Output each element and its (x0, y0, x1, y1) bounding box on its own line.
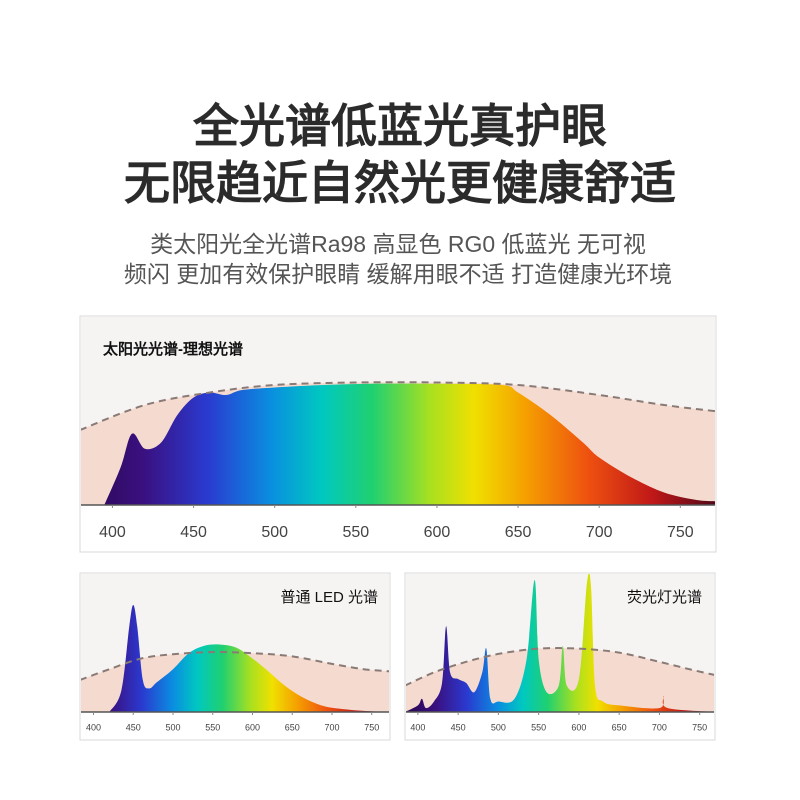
x-tick-label: 650 (285, 722, 300, 732)
reference-line (406, 647, 714, 687)
subtitle: 频闪 更加有效保护眼睛 缓解用眼不适 打造健康光环境 (124, 261, 672, 287)
x-tick-label: 700 (586, 524, 613, 541)
chart: 400 450 500 550 600 650 700 750 荧光灯光谱 (404, 572, 716, 741)
x-tick-label: 400 (99, 524, 126, 541)
x-tick-label: 550 (205, 722, 220, 732)
chart: 400 450 500 550 600 650 700 750 普通 LED 光谱 (79, 572, 391, 741)
reference-line (81, 651, 389, 681)
x-tick-label: 500 (261, 524, 288, 541)
x-tick-label: 550 (342, 524, 369, 541)
x-tick-label: 600 (424, 524, 451, 541)
x-tick-label: 650 (505, 524, 532, 541)
x-tick-label: 750 (667, 524, 694, 541)
subtitle: 类太阳光全光谱Ra98 高显色 RG0 低蓝光 无可视 (150, 231, 646, 257)
x-tick-label: 450 (180, 524, 207, 541)
x-tick-label: 600 (571, 722, 586, 732)
x-tick-label: 750 (364, 722, 379, 732)
x-tick-label: 500 (491, 722, 506, 732)
x-tick-label: 450 (126, 722, 141, 732)
x-tick-label: 700 (324, 722, 339, 732)
x-tick-label: 450 (451, 722, 466, 732)
x-tick-label: 400 (410, 722, 425, 732)
chart-title: 太阳光光谱-理想光谱 (103, 340, 243, 358)
plot-area (81, 605, 389, 712)
x-tick-label: 500 (165, 722, 180, 732)
x-tick-label: 750 (692, 722, 707, 732)
spectrum-area (104, 383, 715, 505)
spectrum-area (109, 605, 389, 712)
chart: 400 450 500 550 600 650 700 750 太阳光光谱-理想光谱 (79, 315, 717, 553)
chart-title: 荧光灯光谱 (627, 589, 702, 606)
x-tick-label: 400 (86, 722, 101, 732)
x-tick-label: 700 (652, 722, 667, 732)
x-tick-label: 600 (245, 722, 260, 732)
chart-title: 普通 LED 光谱 (280, 589, 378, 606)
headline: 无限趋近自然光更健康舒适 (124, 157, 676, 209)
plot-area (406, 574, 714, 712)
spectrum-area (406, 574, 714, 712)
headline: 全光谱低蓝光真护眼 (192, 100, 607, 152)
x-tick-label: 550 (531, 722, 546, 732)
plot-area (81, 381, 715, 505)
x-tick-label: 650 (612, 722, 627, 732)
